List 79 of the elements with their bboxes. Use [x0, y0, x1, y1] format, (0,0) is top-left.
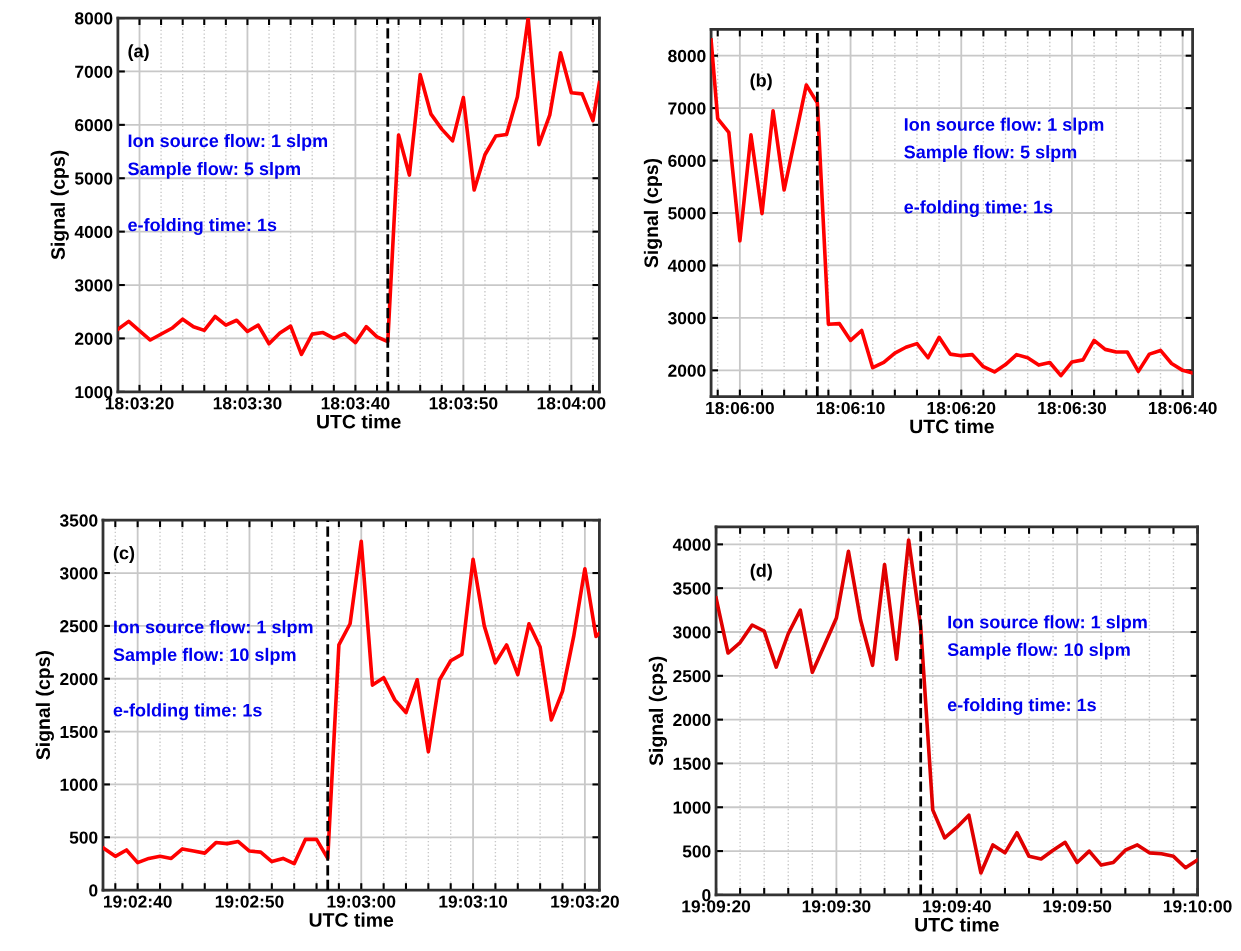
annotation: e-folding time: 1s — [947, 697, 1096, 715]
x-axis-title: UTC time — [309, 912, 394, 927]
annotation: (b) — [750, 73, 772, 91]
x-tick-label: 18:03:30 — [213, 397, 282, 410]
annotation: Ion source flow: 1 slpm — [114, 620, 313, 637]
annotation: Sample flow: 10 slpm — [947, 642, 1130, 660]
line-series — [711, 38, 1193, 378]
x-tick-label: 19:09:40 — [923, 900, 991, 913]
annotation: Ion source flow: 1 slpm — [948, 615, 1147, 633]
x-tick-label: 18:06:30 — [1038, 401, 1106, 415]
y-axis-title: Signal (cps) — [643, 158, 663, 268]
y-tick-label: 1500 — [673, 757, 711, 770]
y-tick-label: 3000 — [74, 279, 113, 292]
annotation: Sample flow: 5 slpm — [128, 161, 300, 179]
y-tick-label: 500 — [69, 831, 98, 844]
y-tick-label: 4000 — [74, 225, 113, 239]
x-tick-label: 19:02:40 — [104, 895, 172, 908]
x-tick-label: 19:09:50 — [1043, 900, 1112, 913]
x-tick-label: 18:06:10 — [816, 401, 885, 415]
y-tick-label: 5000 — [668, 207, 706, 220]
annotation: e-folding time: 1s — [113, 703, 262, 721]
annotation: (d) — [750, 563, 772, 581]
annotation: e-folding time: 1s — [904, 200, 1053, 218]
line-series — [103, 539, 600, 866]
y-tick-label: 2500 — [673, 669, 711, 683]
y-tick-label: 0 — [702, 889, 711, 902]
y-tick-label: 8000 — [74, 12, 113, 25]
x-tick-label: 19:09:30 — [802, 900, 871, 913]
y-tick-label: 1000 — [75, 385, 113, 399]
annotation: e-folding time: 1s — [128, 218, 277, 235]
y-tick-label: 5000 — [74, 172, 113, 185]
y-tick-label: 1500 — [60, 725, 98, 739]
y-tick-label: 1000 — [673, 801, 711, 814]
y-tick-label: 8000 — [668, 49, 706, 63]
x-axis-title: UTC time — [915, 917, 999, 932]
y-tick-label: 3500 — [59, 514, 98, 527]
annotation: Ion source flow: 1 slpm — [904, 117, 1104, 135]
annotation: Sample flow: 5 slpm — [904, 145, 1077, 162]
y-tick-label: 7000 — [75, 65, 113, 78]
y-tick-label: 4000 — [672, 538, 711, 551]
annotation: Ion source flow: 1 slpm — [128, 133, 328, 151]
x-tick-label: 18:03:40 — [321, 397, 390, 410]
y-tick-label: 7000 — [668, 102, 706, 115]
y-tick-label: 6000 — [75, 119, 113, 132]
x-tick-label: 18:06:20 — [927, 401, 996, 415]
y-tick-label: 3000 — [59, 567, 98, 580]
x-tick-label: 19:03:10 — [439, 895, 508, 908]
x-tick-label: 19:03:20 — [551, 895, 619, 908]
y-tick-label: 3500 — [672, 582, 711, 595]
y-axis-title: Signal (cps) — [648, 656, 668, 766]
x-axis-title: UTC time — [910, 419, 994, 434]
y-tick-label: 2000 — [75, 332, 113, 345]
x-tick-label: 18:06:40 — [1148, 401, 1217, 415]
x-tick-label: 19:09:20 — [682, 900, 751, 913]
line-series — [716, 538, 1198, 875]
y-tick-label: 3000 — [668, 312, 706, 325]
y-tick-label: 3000 — [672, 626, 711, 639]
y-tick-label: 4000 — [667, 259, 706, 272]
x-axis-title: UTC time — [317, 414, 401, 429]
x-tick-label: 18:06:00 — [706, 401, 774, 415]
x-tick-label: 18:04:00 — [537, 397, 606, 410]
y-axis-title: Signal (cps) — [50, 150, 69, 260]
annotation: (a) — [128, 44, 149, 62]
y-tick-label: 2000 — [60, 672, 98, 686]
x-tick-label: 19:02:50 — [215, 895, 284, 908]
y-axis-title: Signal (cps) — [35, 651, 54, 760]
annotation: Sample flow: 10 slpm — [113, 647, 296, 665]
y-tick-label: 500 — [682, 845, 711, 858]
x-tick-label: 18:03:50 — [429, 397, 498, 410]
y-tick-label: 2000 — [673, 713, 711, 727]
y-tick-label: 0 — [89, 884, 98, 897]
x-tick-label: 19:03:00 — [327, 895, 396, 908]
x-tick-label: 19:10:00 — [1163, 900, 1232, 913]
y-tick-label: 1000 — [60, 778, 98, 791]
y-tick-label: 2500 — [60, 620, 98, 633]
x-tick-label: 18:03:20 — [105, 397, 174, 410]
annotation: (c) — [113, 546, 135, 563]
y-tick-label: 6000 — [668, 154, 706, 168]
y-tick-label: 2000 — [668, 364, 706, 377]
